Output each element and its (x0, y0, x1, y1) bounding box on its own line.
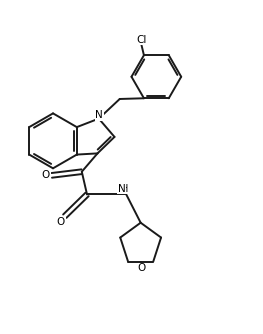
Text: O: O (42, 170, 50, 180)
Text: O: O (57, 217, 65, 227)
Text: O: O (138, 263, 146, 273)
Text: N: N (95, 111, 103, 121)
Text: H: H (121, 184, 129, 194)
Text: N: N (118, 184, 125, 194)
Text: Cl: Cl (137, 34, 147, 44)
